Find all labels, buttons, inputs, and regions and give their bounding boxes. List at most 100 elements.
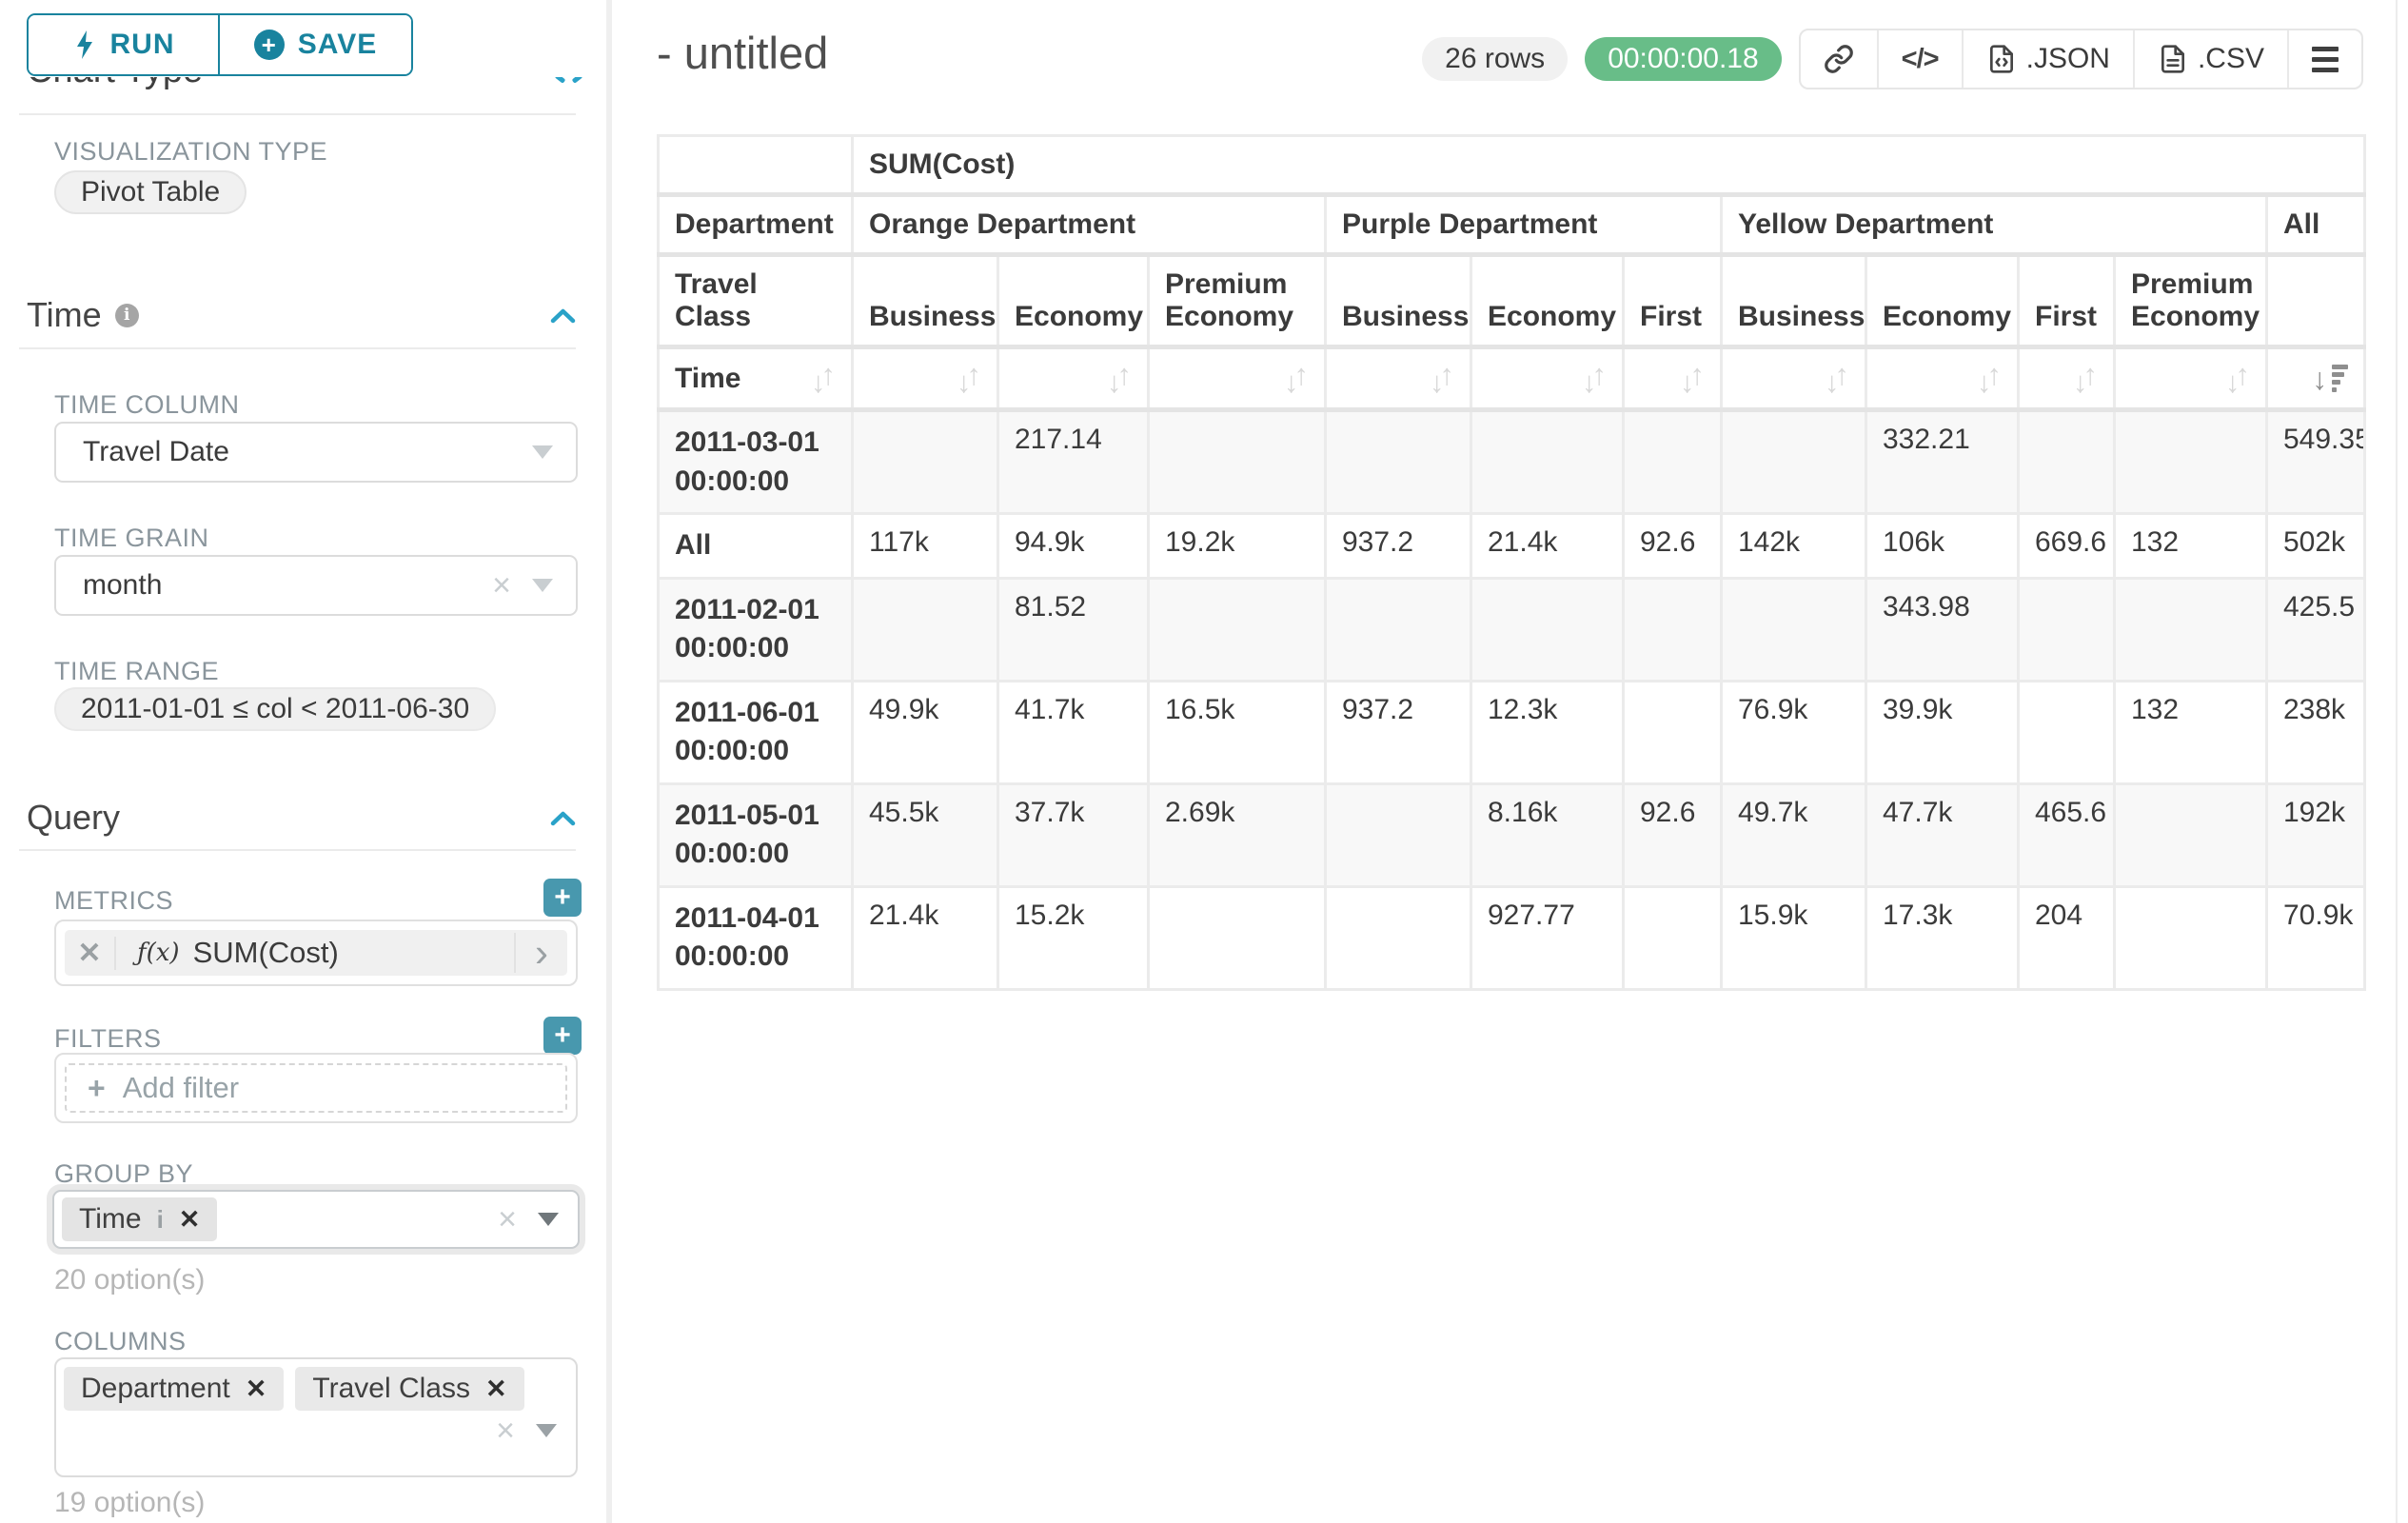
share-link-button[interactable] [1801,30,1877,88]
value-cell [2115,783,2267,886]
export-json-button[interactable]: .JSON [1962,30,2133,88]
chart-type-section-title: Chart Type [27,77,341,91]
chevron-down-icon[interactable] [536,1424,557,1437]
row-header-cell: All [659,514,853,579]
save-button[interactable]: + SAVE [220,15,411,74]
sort-icon[interactable]: ↓↑ [1977,362,2002,396]
value-cell: 19.2k [1149,514,1326,579]
info-icon: i [115,304,139,327]
sort-header[interactable]: ↓↑ [1326,347,1471,410]
value-cell [1326,886,1471,989]
value-cell [853,410,998,514]
value-cell: 502k [2267,514,2365,579]
sort-icon[interactable]: ↓↑ [2225,362,2250,396]
add-filter-button[interactable]: + Add filter [65,1063,567,1113]
value-cell [2019,410,2115,514]
value-cell: 332.21 [1866,410,2019,514]
sort-header[interactable]: ↓↑ [853,347,998,410]
time-range-label: TIME RANGE [54,657,219,686]
value-cell [1624,578,1722,681]
group-by-select[interactable]: Time i ✕ × [52,1190,580,1249]
value-cell: 132 [2115,514,2267,579]
chevron-down-icon[interactable] [532,579,553,592]
chevron-down-icon[interactable] [532,445,553,459]
columns-label: COLUMNS [54,1327,187,1356]
sort-descending-active-icon[interactable]: ↓ [2312,361,2348,396]
viz-type-label: VISUALIZATION TYPE [54,137,327,167]
value-cell: 549.35 [2267,410,2365,514]
remove-tag-icon[interactable]: ✕ [485,1376,507,1402]
chevron-down-icon[interactable] [538,1213,559,1226]
travel-class-header: Economy [1866,255,2019,347]
run-button[interactable]: RUN [29,15,220,74]
chart-title[interactable]: - untitled [657,27,828,79]
sort-header[interactable]: ↓↑ [998,347,1149,410]
query-toolbar: RUN + SAVE [0,0,606,77]
sort-icon[interactable]: ↓↑ [1680,362,1705,396]
remove-metric-icon[interactable]: ✕ [65,937,116,970]
time-grain-select[interactable]: month × [54,555,578,616]
sort-header[interactable]: ↓↑ [2019,347,2115,410]
sort-header[interactable]: ↓ [2267,347,2365,410]
department-group-header: Orange Department [853,195,1326,255]
columns-tag[interactable]: Travel Class ✕ [295,1367,523,1411]
sort-header[interactable]: ↓↑ [1722,347,1866,410]
time-range-pill[interactable]: 2011-01-01 ≤ col < 2011-06-30 [54,687,496,731]
travel-class-header: Business [1326,255,1471,347]
add-filter-plus-button[interactable]: + [543,1017,582,1055]
value-cell: 343.98 [1866,578,2019,681]
remove-tag-icon[interactable]: ✕ [246,1376,267,1402]
columns-select[interactable]: Department ✕ Travel Class ✕ × [54,1357,578,1477]
value-cell: 465.6 [2019,783,2115,886]
remove-tag-icon[interactable]: ✕ [179,1207,201,1233]
clear-icon[interactable]: × [492,569,511,602]
query-section-title: Query [27,798,120,838]
value-cell: 425.5 [2267,578,2365,681]
sort-icon[interactable]: ↓↑ [1107,362,1132,396]
vertical-scrollbar[interactable] [2396,0,2408,1523]
value-cell: 70.9k [2267,886,2365,989]
export-csv-button[interactable]: .CSV [2133,30,2287,88]
value-cell [1326,410,1471,514]
group-by-tag[interactable]: Time i ✕ [62,1197,217,1241]
clear-icon[interactable]: × [498,1203,517,1236]
sort-icon[interactable]: ↓↑ [1430,362,1454,396]
sort-icon[interactable]: ↓↑ [2073,362,2098,396]
columns-tag[interactable]: Department ✕ [64,1367,284,1411]
filters-label: FILTERS [54,1024,162,1054]
value-cell [853,578,998,681]
sort-header[interactable]: ↓↑ [1471,347,1624,410]
sort-header[interactable]: ↓↑ [1149,347,1326,410]
value-cell: 41.7k [998,681,1149,783]
column-dimension-label: Department [659,195,853,255]
filters-field: + Add filter [54,1053,578,1123]
value-cell [1471,410,1624,514]
time-sort-header[interactable]: Time↓↑ [659,347,853,410]
sort-icon[interactable]: ↓↑ [1582,362,1607,396]
edit-metric-chevron-icon[interactable]: › [514,933,567,973]
view-query-button[interactable]: </> [1877,30,1962,88]
value-cell [2115,578,2267,681]
save-button-label: SAVE [298,29,377,61]
sort-icon[interactable]: ↓↑ [811,362,836,396]
metric-pill[interactable]: ✕ ƒ(x) SUM(Cost) › [65,930,567,976]
viz-type-pill[interactable]: Pivot Table [54,170,247,214]
collapse-time-chevron-icon[interactable] [550,307,576,324]
value-cell: 76.9k [1722,681,1866,783]
add-metric-button[interactable]: + [543,879,582,917]
clear-icon[interactable]: × [496,1414,515,1447]
sort-icon[interactable]: ↓↑ [1825,362,1849,396]
sort-icon[interactable]: ↓↑ [957,362,981,396]
sort-header[interactable]: ↓↑ [1624,347,1722,410]
value-cell: 47.7k [1866,783,2019,886]
section-divider [19,113,576,115]
time-column-value: Travel Date [56,436,229,468]
corner-cell [659,136,853,195]
sort-header[interactable]: ↓↑ [1866,347,2019,410]
sort-header[interactable]: ↓↑ [2115,347,2267,410]
hamburger-icon [2312,47,2339,72]
sort-icon[interactable]: ↓↑ [1284,362,1309,396]
collapse-query-chevron-icon[interactable] [550,810,576,826]
time-column-select[interactable]: Travel Date [54,422,578,483]
menu-button[interactable] [2287,30,2361,88]
